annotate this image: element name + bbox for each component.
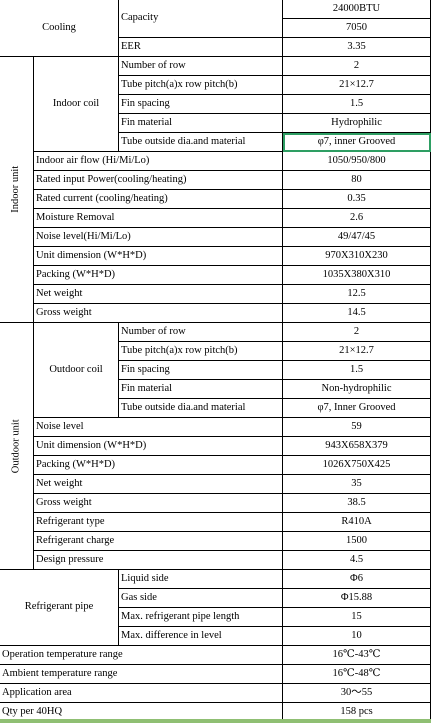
outdoor-coil-row-label: Tube outside dia.and material (119, 399, 283, 418)
refrigerant-pipe-row-value[interactable]: 10 (283, 627, 431, 646)
general-row-value[interactable]: 16℃-43℃ (283, 646, 431, 665)
general-row-value[interactable]: 30～55 (283, 684, 431, 703)
general-row-label: Application area (0, 684, 283, 703)
refrigerant-pipe-row-label: Liquid side (119, 570, 283, 589)
indoor-row-value[interactable]: 12.5 (283, 285, 431, 304)
indoor-row-label: Rated input Power(cooling/heating) (34, 171, 283, 190)
outdoor-row-label: Gross weight (34, 494, 283, 513)
indoor-row-value[interactable]: 80 (283, 171, 431, 190)
refrigerant-pipe-row-value[interactable]: Φ6 (283, 570, 431, 589)
outdoor-row-label: Refrigerant type (34, 513, 283, 532)
selected-cell[interactable]: φ7, inner Grooved (283, 133, 431, 152)
indoor-row-label: Rated current (cooling/heating) (34, 190, 283, 209)
indoor-row-label: Net weight (34, 285, 283, 304)
outdoor-row-label: Refrigerant charge (34, 532, 283, 551)
outdoor-row-value[interactable]: 35 (283, 475, 431, 494)
outdoor-row-value[interactable]: 59 (283, 418, 431, 437)
outdoor-row-label: Unit dimension (W*H*D) (34, 437, 283, 456)
outdoor-coil-label: Outdoor coil (34, 323, 119, 418)
indoor-coil-row-label: Tube pitch(a)x row pitch(b) (119, 76, 283, 95)
indoor-coil-row-value[interactable]: 2 (283, 57, 431, 76)
outdoor-coil-row-value[interactable]: φ7, Inner Grooved (283, 399, 431, 418)
outdoor-row-value[interactable]: 4.5 (283, 551, 431, 570)
refrigerant-pipe-row-label: Max. difference in level (119, 627, 283, 646)
outdoor-row-value[interactable]: R410A (283, 513, 431, 532)
indoor-unit-label-text: Indoor unit (10, 166, 22, 213)
indoor-row-label: Noise level(Hi/Mi/Lo) (34, 228, 283, 247)
outdoor-coil-row-value[interactable]: Non-hydrophilic (283, 380, 431, 399)
refrigerant-pipe-row-value[interactable]: 15 (283, 608, 431, 627)
indoor-coil-row-label: Tube outside dia.and material (119, 133, 283, 152)
eer-value: 3.35 (283, 38, 431, 57)
indoor-row-value[interactable]: 14.5 (283, 304, 431, 323)
outdoor-coil-row-value[interactable]: 1.5 (283, 361, 431, 380)
indoor-row-value[interactable]: 0.35 (283, 190, 431, 209)
outdoor-unit-label-text: Outdoor unit (10, 419, 22, 473)
cooling-label: Cooling (0, 0, 119, 57)
general-row-value[interactable]: 16℃-48℃ (283, 665, 431, 684)
indoor-row-label: Unit dimension (W*H*D) (34, 247, 283, 266)
indoor-row-label: Gross weight (34, 304, 283, 323)
outdoor-row-label: Noise level (34, 418, 283, 437)
outdoor-row-value[interactable]: 943X658X379 (283, 437, 431, 456)
sheet-bottom-edge (0, 719, 431, 723)
eer-label: EER (119, 38, 283, 57)
indoor-unit-label: Indoor unit (0, 57, 34, 323)
outdoor-row-label: Design pressure (34, 551, 283, 570)
indoor-row-label: Indoor air flow (Hi/Mi/Lo) (34, 152, 283, 171)
indoor-coil-row-value[interactable]: Hydrophilic (283, 114, 431, 133)
outdoor-coil-row-label: Fin spacing (119, 361, 283, 380)
indoor-row-value[interactable]: 2.6 (283, 209, 431, 228)
outdoor-row-label: Net weight (34, 475, 283, 494)
outdoor-coil-row-value[interactable]: 21×12.7 (283, 342, 431, 361)
refrigerant-pipe-row-value[interactable]: Φ15.88 (283, 589, 431, 608)
capacity-label: Capacity (119, 0, 283, 38)
indoor-row-value[interactable]: 970X310X230 (283, 247, 431, 266)
outdoor-coil-row-value[interactable]: 2 (283, 323, 431, 342)
indoor-coil-row-value[interactable]: 1.5 (283, 95, 431, 114)
refrigerant-pipe-row-label: Gas side (119, 589, 283, 608)
outdoor-row-label: Packing (W*H*D) (34, 456, 283, 475)
general-row-label: Operation temperature range (0, 646, 283, 665)
indoor-row-label: Packing (W*H*D) (34, 266, 283, 285)
outdoor-unit-label: Outdoor unit (0, 323, 34, 570)
outdoor-row-value[interactable]: 38.5 (283, 494, 431, 513)
indoor-coil-row-label: Number of row (119, 57, 283, 76)
refrigerant-pipe-row-label: Max. refrigerant pipe length (119, 608, 283, 627)
indoor-row-value[interactable]: 1050/950/800 (283, 152, 431, 171)
general-row-label: Ambient temperature range (0, 665, 283, 684)
indoor-coil-row-label: Fin material (119, 114, 283, 133)
capacity-btu-value: 24000BTU (283, 0, 431, 19)
outdoor-row-value[interactable]: 1500 (283, 532, 431, 551)
indoor-row-value[interactable]: 1035X380X310 (283, 266, 431, 285)
outdoor-coil-row-label: Number of row (119, 323, 283, 342)
outdoor-row-value[interactable]: 1026X750X425 (283, 456, 431, 475)
outdoor-coil-row-label: Tube pitch(a)x row pitch(b) (119, 342, 283, 361)
outdoor-coil-row-label: Fin material (119, 380, 283, 399)
indoor-row-value[interactable]: 49/47/45 (283, 228, 431, 247)
refrigerant-pipe-label: Refrigerant pipe (0, 570, 119, 646)
indoor-coil-row-label: Fin spacing (119, 95, 283, 114)
indoor-coil-label: Indoor coil (34, 57, 119, 152)
indoor-coil-row-value[interactable]: 21×12.7 (283, 76, 431, 95)
capacity-w-value: 7050 (283, 19, 431, 38)
indoor-row-label: Moisture Removal (34, 209, 283, 228)
